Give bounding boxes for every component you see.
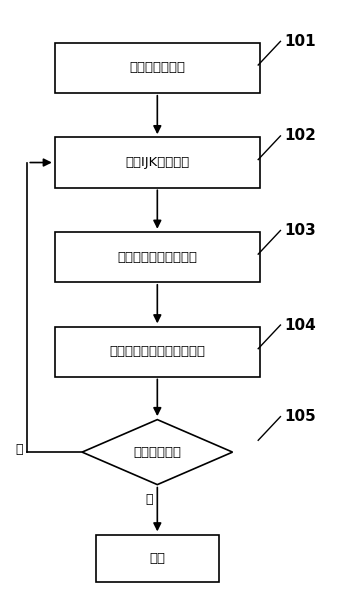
- Text: 根据IJK遗历网格: 根据IJK遗历网格: [125, 156, 189, 169]
- Text: 否: 否: [15, 443, 23, 456]
- Text: 104: 104: [285, 317, 316, 333]
- Text: 102: 102: [285, 128, 316, 144]
- Text: 105: 105: [285, 409, 316, 424]
- Text: 遗历所有网格: 遗历所有网格: [133, 446, 181, 459]
- Text: 结束: 结束: [149, 552, 165, 565]
- Bar: [55, 43, 260, 93]
- Bar: [55, 138, 260, 188]
- Text: 遗历构型体几何体网格集合: 遗历构型体几何体网格集合: [109, 345, 205, 358]
- Text: 初始化基本参数: 初始化基本参数: [129, 61, 185, 74]
- Polygon shape: [82, 420, 233, 485]
- Bar: [55, 232, 260, 282]
- Text: 是: 是: [145, 493, 153, 506]
- Text: 103: 103: [285, 223, 316, 238]
- Text: 101: 101: [285, 34, 316, 49]
- Bar: [55, 326, 260, 377]
- Text: 遗历构型几何体的网格: 遗历构型几何体的网格: [117, 251, 197, 264]
- Bar: [96, 535, 219, 582]
